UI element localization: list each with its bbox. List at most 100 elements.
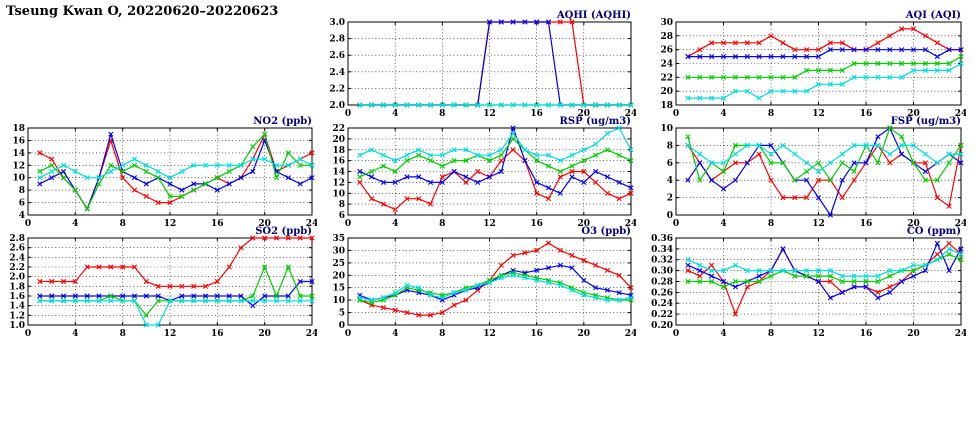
svg-text:12: 12 bbox=[812, 219, 825, 229]
svg-text:12: 12 bbox=[483, 219, 496, 229]
svg-text:O3 (ppb): O3 (ppb) bbox=[581, 226, 631, 237]
svg-text:4: 4 bbox=[392, 109, 398, 119]
svg-text:12: 12 bbox=[12, 161, 25, 171]
svg-text:2.8: 2.8 bbox=[329, 35, 345, 45]
svg-text:20: 20 bbox=[332, 271, 345, 281]
svg-text:24: 24 bbox=[625, 219, 636, 229]
svg-text:14: 14 bbox=[12, 149, 25, 159]
svg-text:4: 4 bbox=[392, 219, 398, 229]
svg-text:28: 28 bbox=[660, 32, 673, 42]
svg-text:16: 16 bbox=[530, 109, 543, 119]
svg-text:0: 0 bbox=[673, 329, 679, 339]
svg-text:FSP (ug/m3): FSP (ug/m3) bbox=[891, 116, 961, 127]
svg-text:10: 10 bbox=[332, 296, 345, 306]
chart-fsp: 0 2 4 6 8 10 0 4 8 12 16 20 24 FSP (ug/m3) bbox=[648, 112, 966, 229]
svg-text:10: 10 bbox=[660, 124, 673, 134]
svg-text:2.4: 2.4 bbox=[329, 68, 345, 78]
svg-text:22: 22 bbox=[332, 124, 345, 134]
svg-text:25: 25 bbox=[332, 259, 345, 269]
svg-text:0: 0 bbox=[673, 219, 679, 229]
svg-text:20: 20 bbox=[578, 109, 591, 119]
chart-co: 0.20 0.22 0.24 0.26 0.28 0.30 0.32 0.34 0.36 0 4 8 1… bbox=[648, 222, 966, 339]
svg-text:0: 0 bbox=[339, 321, 345, 331]
svg-text:20: 20 bbox=[258, 219, 271, 229]
svg-text:12: 12 bbox=[164, 219, 177, 229]
svg-text:18: 18 bbox=[332, 146, 345, 156]
svg-text:6: 6 bbox=[667, 159, 673, 169]
svg-text:NO2 (ppb): NO2 (ppb) bbox=[253, 116, 312, 127]
svg-text:24: 24 bbox=[955, 109, 966, 119]
svg-text:18: 18 bbox=[12, 124, 25, 134]
svg-text:10: 10 bbox=[332, 189, 345, 199]
svg-text:8: 8 bbox=[439, 109, 445, 119]
svg-text:12: 12 bbox=[812, 109, 825, 119]
svg-text:20: 20 bbox=[258, 329, 271, 339]
svg-text:AQI (AQI): AQI (AQI) bbox=[905, 10, 961, 21]
svg-text:24: 24 bbox=[625, 329, 636, 339]
chart-aqi: 18 20 22 24 26 28 30 0 4 8 12 16 20 24 AQI (AQI) bbox=[648, 6, 966, 119]
svg-text:0: 0 bbox=[667, 211, 673, 221]
svg-text:0: 0 bbox=[673, 109, 679, 119]
svg-text:8: 8 bbox=[439, 329, 445, 339]
svg-text:8: 8 bbox=[439, 219, 445, 229]
svg-text:1.6: 1.6 bbox=[9, 292, 25, 302]
svg-text:2.6: 2.6 bbox=[329, 51, 345, 61]
svg-text:4: 4 bbox=[720, 109, 726, 119]
svg-text:2.2: 2.2 bbox=[9, 263, 25, 273]
chart-aqhi: 2.0 2.2 2.4 2.6 2.8 3.0 0 4 8 12 16 20 24 AQHI (AQHI) bbox=[320, 6, 636, 119]
svg-text:0.32: 0.32 bbox=[651, 256, 673, 266]
svg-text:20: 20 bbox=[907, 219, 920, 229]
svg-text:1.2: 1.2 bbox=[9, 311, 25, 321]
svg-text:24: 24 bbox=[625, 109, 636, 119]
svg-text:0.34: 0.34 bbox=[651, 245, 673, 255]
svg-text:2: 2 bbox=[667, 194, 673, 204]
svg-text:24: 24 bbox=[955, 219, 966, 229]
svg-text:12: 12 bbox=[332, 178, 345, 188]
svg-text:0.24: 0.24 bbox=[651, 299, 673, 309]
svg-text:16: 16 bbox=[860, 219, 873, 229]
svg-text:35: 35 bbox=[332, 234, 345, 244]
svg-text:10: 10 bbox=[12, 174, 25, 184]
chart-o3: 0 5 10 15 20 25 30 35 0 4 8 12 16 20 24 O3 (ppb) bbox=[320, 222, 636, 339]
svg-text:1.4: 1.4 bbox=[9, 302, 25, 312]
svg-text:24: 24 bbox=[306, 329, 317, 339]
svg-text:CO (ppm): CO (ppm) bbox=[907, 226, 961, 237]
svg-text:8: 8 bbox=[120, 329, 126, 339]
svg-text:2.6: 2.6 bbox=[9, 244, 25, 254]
svg-text:1.8: 1.8 bbox=[9, 282, 25, 292]
svg-text:6: 6 bbox=[339, 211, 345, 221]
svg-text:0: 0 bbox=[345, 219, 351, 229]
svg-text:2.2: 2.2 bbox=[329, 84, 345, 94]
svg-text:12: 12 bbox=[164, 329, 177, 339]
svg-text:30: 30 bbox=[660, 18, 673, 28]
svg-text:24: 24 bbox=[306, 219, 317, 229]
svg-text:2.8: 2.8 bbox=[9, 234, 25, 244]
chart-no2: 4 6 8 10 12 14 16 18 0 4 8 12 16 20 24 NO2 (ppb) bbox=[0, 112, 317, 229]
svg-text:20: 20 bbox=[578, 219, 591, 229]
svg-text:20: 20 bbox=[907, 329, 920, 339]
page-title: Tseung Kwan O, 20220620–20220623 bbox=[6, 4, 279, 19]
svg-text:6: 6 bbox=[19, 199, 25, 209]
svg-text:4: 4 bbox=[720, 219, 726, 229]
svg-text:16: 16 bbox=[211, 329, 224, 339]
svg-text:0: 0 bbox=[345, 329, 351, 339]
svg-text:2.0: 2.0 bbox=[9, 273, 25, 283]
svg-text:4: 4 bbox=[72, 219, 78, 229]
svg-text:16: 16 bbox=[530, 219, 543, 229]
svg-text:8: 8 bbox=[120, 219, 126, 229]
svg-text:0: 0 bbox=[345, 109, 351, 119]
svg-text:8: 8 bbox=[768, 329, 774, 339]
svg-text:RSP (ug/m3): RSP (ug/m3) bbox=[560, 116, 631, 127]
svg-text:8: 8 bbox=[19, 186, 25, 196]
svg-text:4: 4 bbox=[392, 329, 398, 339]
svg-text:SO2 (ppb): SO2 (ppb) bbox=[255, 226, 312, 237]
svg-text:0.28: 0.28 bbox=[651, 278, 673, 288]
svg-text:16: 16 bbox=[332, 157, 345, 167]
svg-text:20: 20 bbox=[578, 329, 591, 339]
svg-text:12: 12 bbox=[483, 109, 496, 119]
svg-text:16: 16 bbox=[860, 109, 873, 119]
svg-text:8: 8 bbox=[768, 109, 774, 119]
svg-text:22: 22 bbox=[660, 73, 673, 83]
svg-text:18: 18 bbox=[660, 101, 673, 111]
